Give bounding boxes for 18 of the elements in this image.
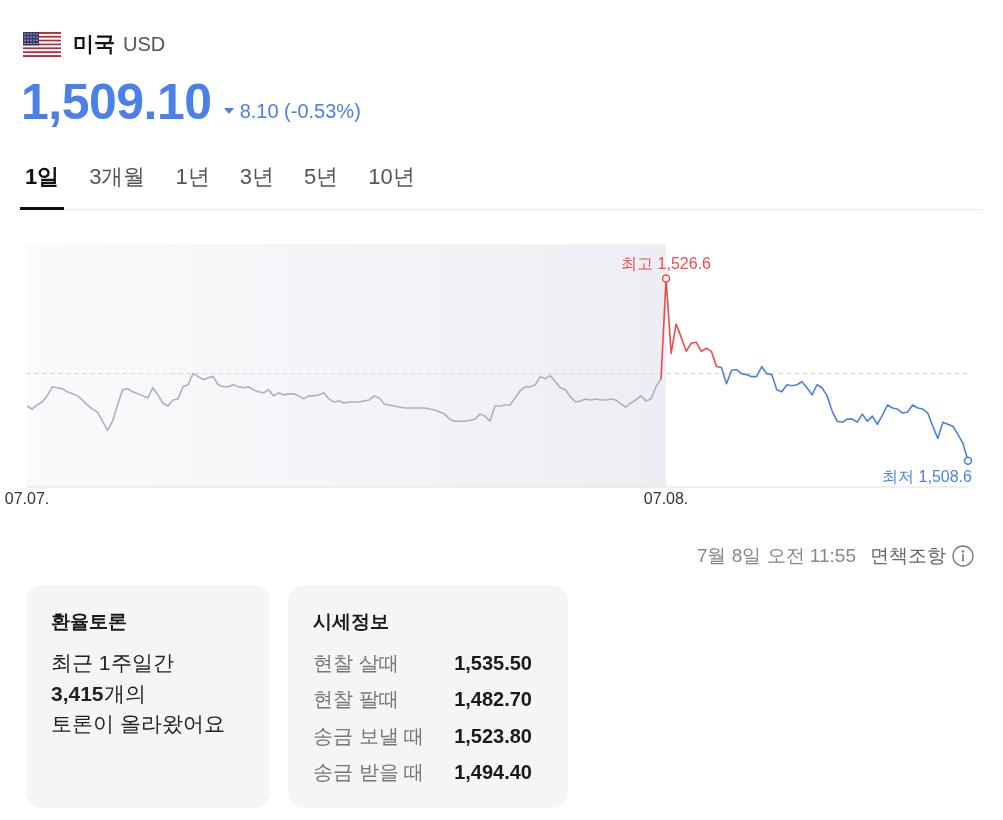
text: 1일: [25, 163, 60, 191]
text: 8.10 (-0.53%): [239, 99, 361, 123]
chart-title: 미국: [73, 31, 115, 57]
data-label: 최고 1,526.6: [621, 254, 712, 272]
data-label: 최저 1,508.6: [882, 467, 973, 485]
x-tick-label: 07.07.: [4, 490, 50, 508]
text: 3년: [239, 163, 274, 191]
card: 환율토론 최근 1주일간 3,415개의 토론이 올라왔어요: [26, 585, 270, 808]
text: 7월 8일 오전 11:55: [696, 544, 856, 568]
text: 10년: [368, 163, 415, 191]
text: 면책조항: [870, 544, 946, 568]
chart-subtitle: USD: [123, 32, 166, 56]
text: 1년: [175, 163, 210, 191]
text: 1,509.10: [21, 73, 212, 132]
text: 5년: [304, 163, 339, 191]
text: 3개월: [89, 163, 146, 191]
x-tick-label: 07.08.: [643, 490, 689, 508]
card: 시세정보 현찰 살때 1,535.50 현찰 팔때 1,482.70 송금 보낼 때 1,523.80 송금 받을 때 1,494.40: [288, 585, 568, 808]
